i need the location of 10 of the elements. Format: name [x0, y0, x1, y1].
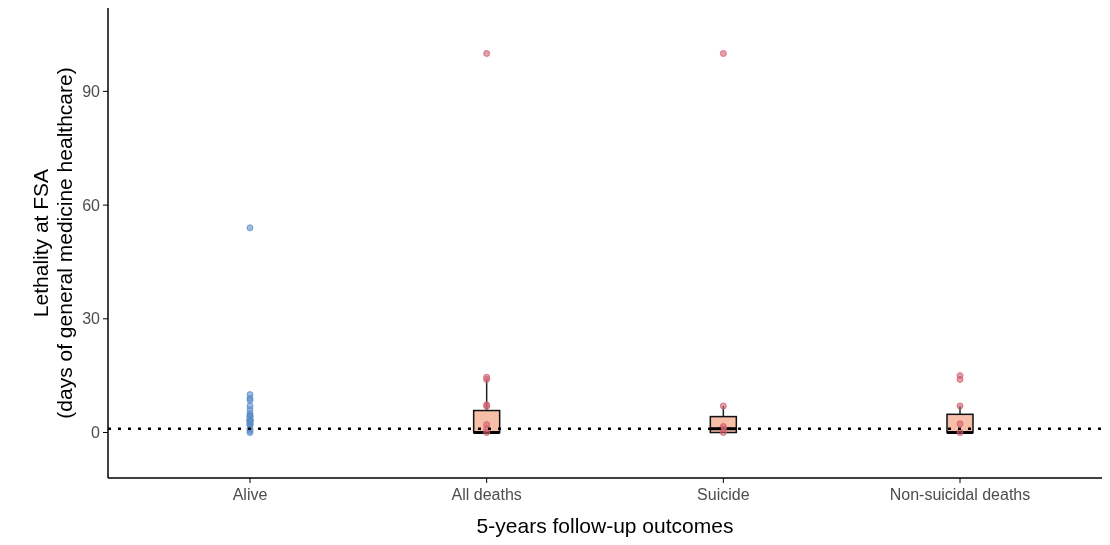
- y-tick-label: 30: [82, 310, 101, 328]
- x-tick-label: All deaths: [451, 486, 522, 503]
- y-axis-title: Lethality at FSA (days of general medicine healthcare): [29, 67, 76, 419]
- y-tick-label: 90: [82, 82, 101, 100]
- y-tick-label: 0: [91, 424, 101, 442]
- x-tick-label: Non-suicidal deaths: [889, 486, 1031, 503]
- x-tick-label: Suicide: [697, 486, 750, 503]
- y-tick-label: 60: [82, 196, 101, 214]
- x-axis-title: 5-years follow-up outcomes: [476, 514, 734, 537]
- x-tick-label: Alive: [232, 486, 268, 503]
